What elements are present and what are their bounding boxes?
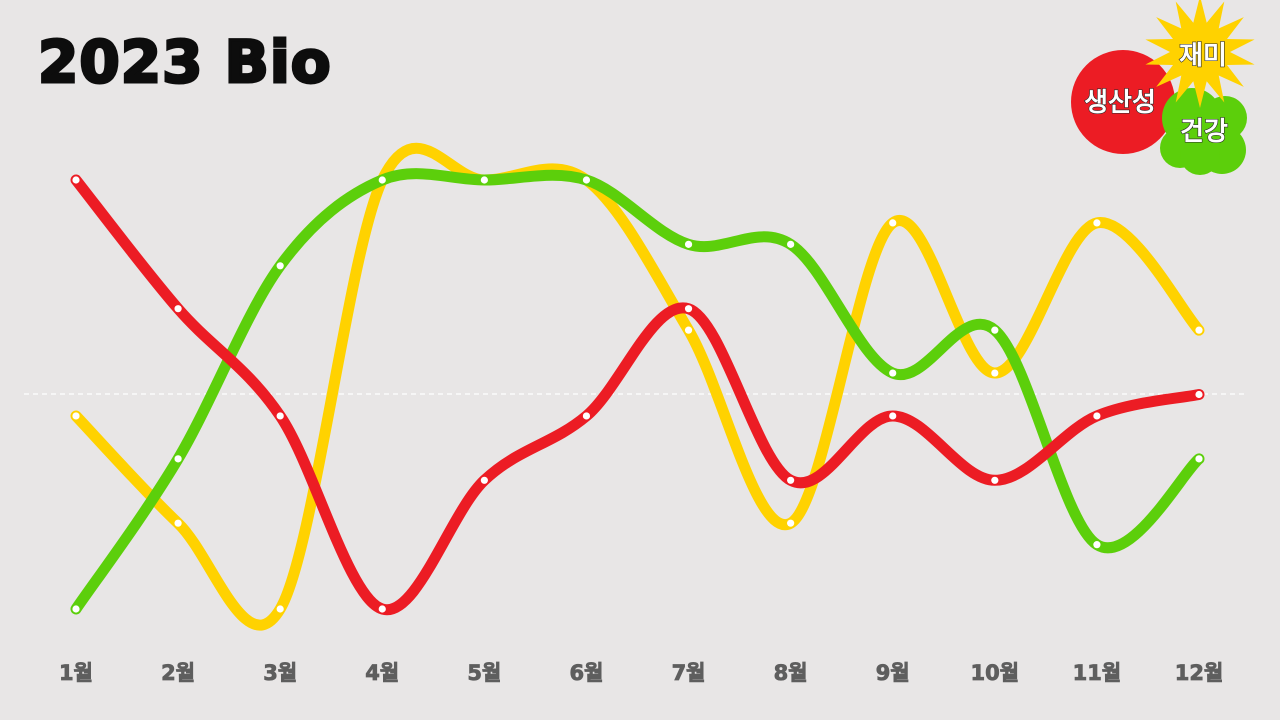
data-point	[582, 176, 591, 184]
series-2	[70, 168, 1205, 615]
data-point	[684, 240, 693, 248]
data-point	[684, 326, 693, 334]
data-point	[378, 176, 386, 184]
data-point	[276, 412, 284, 420]
series-layer	[70, 142, 1205, 631]
legend: 생산성 재미 건강	[1071, 0, 1255, 175]
data-point	[1195, 326, 1203, 334]
yellow-starburst-icon	[1145, 0, 1255, 108]
x-tick-label: 4월	[365, 661, 399, 685]
data-point	[480, 176, 488, 184]
data-point	[378, 605, 386, 613]
x-tick-label: 8월	[774, 661, 808, 685]
page-title: 2023 Bio	[37, 27, 333, 98]
data-point	[787, 240, 795, 248]
series-line	[70, 168, 1205, 615]
x-tick-label: 12월	[1175, 661, 1224, 685]
legend-label-health: 건강	[1180, 117, 1228, 147]
red-circle-icon	[1071, 50, 1175, 154]
legend-label-fun: 재미	[1179, 41, 1227, 71]
series-1	[70, 142, 1205, 631]
x-tick-label: 6월	[569, 661, 603, 685]
data-point	[684, 305, 693, 313]
x-tick-label: 7월	[672, 661, 706, 685]
data-point	[1093, 412, 1101, 420]
series-3	[70, 174, 1205, 616]
data-point	[582, 412, 591, 420]
data-point	[72, 412, 80, 420]
data-point	[1093, 541, 1101, 549]
data-point	[991, 476, 999, 484]
x-tick-label: 9월	[876, 661, 910, 685]
x-tick-label: 2월	[161, 661, 195, 685]
green-blob-icon	[1160, 88, 1247, 175]
data-point	[174, 305, 182, 313]
x-axis-labels: 1월 2월 3월 4월 5월 6월 7월 8월 9월 10월 11월 12월	[59, 661, 1224, 686]
x-tick-label: 1월	[59, 661, 93, 685]
data-point	[72, 176, 80, 184]
data-point	[1093, 219, 1101, 227]
data-point	[276, 605, 284, 613]
data-point	[174, 519, 182, 527]
data-point	[1195, 455, 1203, 463]
data-point	[276, 262, 284, 270]
legend-label-productivity: 생산성	[1084, 88, 1156, 118]
data-point	[787, 519, 795, 527]
data-point	[889, 412, 897, 420]
data-point	[174, 455, 182, 463]
data-point	[787, 476, 795, 484]
x-tick-label: 5월	[467, 661, 501, 685]
data-point	[480, 476, 488, 484]
data-point	[991, 369, 999, 377]
data-point	[991, 326, 999, 334]
data-point	[889, 219, 897, 227]
data-point	[889, 369, 897, 377]
x-tick-label: 11월	[1073, 661, 1122, 685]
x-tick-label: 3월	[263, 661, 297, 685]
data-point	[1195, 390, 1203, 399]
x-tick-label: 10월	[971, 661, 1020, 685]
data-point	[72, 605, 80, 613]
